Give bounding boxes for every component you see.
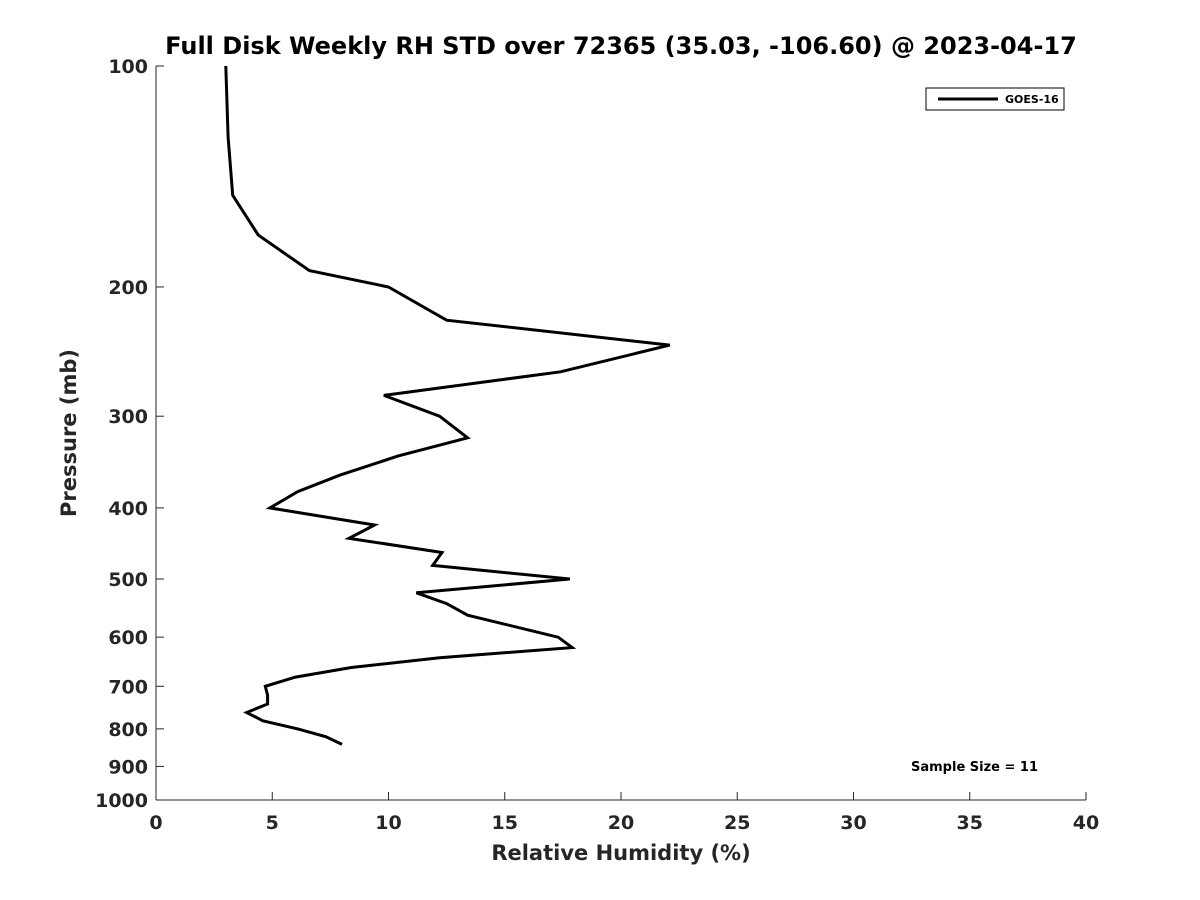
x-tick-label: 0 xyxy=(149,812,162,834)
x-tick-label: 10 xyxy=(375,812,401,834)
y-axis-ticks: 100 200 300 400 500 600 700 800 900 1000 xyxy=(95,56,164,812)
y-tick-label: 200 xyxy=(108,277,148,299)
y-tick-label: 900 xyxy=(108,756,148,778)
y-tick-label: 300 xyxy=(108,406,148,428)
y-tick-label: 400 xyxy=(108,498,148,520)
x-axis-ticks: 0 5 10 15 20 25 30 35 40 xyxy=(149,792,1099,834)
x-tick-label: 20 xyxy=(608,812,634,834)
x-tick-label: 15 xyxy=(492,812,518,834)
sample-size-annotation: Sample Size = 11 xyxy=(911,760,1038,775)
x-tick-label: 35 xyxy=(957,812,983,834)
x-tick-label: 5 xyxy=(266,812,279,834)
x-axis-label: Relative Humidity (%) xyxy=(491,841,750,865)
x-tick-label: 25 xyxy=(724,812,750,834)
chart-title: Full Disk Weekly RH STD over 72365 (35.0… xyxy=(165,32,1077,60)
legend: GOES-16 xyxy=(925,87,1065,111)
y-tick-label: 500 xyxy=(108,569,148,591)
x-tick-label: 40 xyxy=(1073,812,1099,834)
y-tick-label: 600 xyxy=(108,627,148,649)
y-tick-label: 1000 xyxy=(95,790,148,812)
plot-area: 0 5 10 15 20 25 30 35 40 100 200 300 400 500 600 700 80… xyxy=(95,56,1099,834)
series-line-goes16 xyxy=(224,65,671,746)
x-tick-label: 30 xyxy=(840,812,866,834)
y-axis-label: Pressure (mb) xyxy=(57,349,81,517)
y-tick-label: 700 xyxy=(108,676,148,698)
legend-label-goes16: GOES-16 xyxy=(1005,93,1059,106)
y-tick-label: 100 xyxy=(108,56,148,78)
y-tick-label: 800 xyxy=(108,719,148,741)
